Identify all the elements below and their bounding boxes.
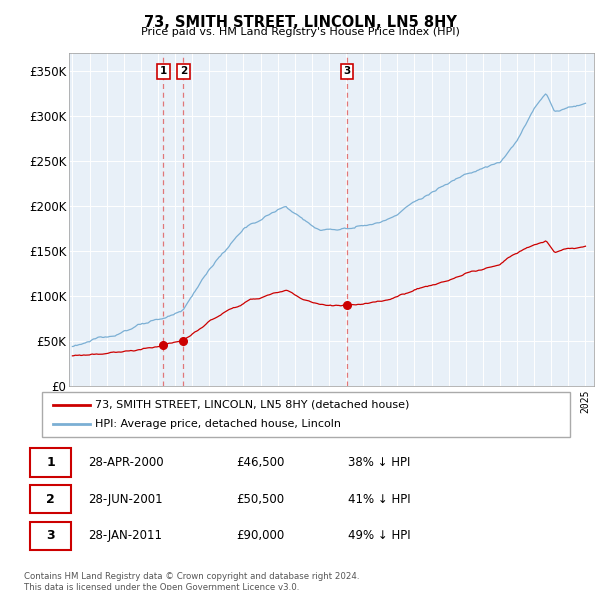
Text: Contains HM Land Registry data © Crown copyright and database right 2024.
This d: Contains HM Land Registry data © Crown c… xyxy=(24,572,359,590)
Text: 49% ↓ HPI: 49% ↓ HPI xyxy=(347,529,410,542)
Text: 1: 1 xyxy=(160,66,167,76)
Text: £90,000: £90,000 xyxy=(236,529,284,542)
Text: 2: 2 xyxy=(180,66,187,76)
Text: £46,500: £46,500 xyxy=(236,456,284,469)
Text: 38% ↓ HPI: 38% ↓ HPI xyxy=(347,456,410,469)
Bar xyxy=(29,522,71,550)
Bar xyxy=(29,485,71,513)
Text: 41% ↓ HPI: 41% ↓ HPI xyxy=(347,493,410,506)
Text: 1: 1 xyxy=(46,456,55,469)
Bar xyxy=(29,448,71,477)
Text: 73, SMITH STREET, LINCOLN, LN5 8HY (detached house): 73, SMITH STREET, LINCOLN, LN5 8HY (deta… xyxy=(95,400,409,409)
Text: 2: 2 xyxy=(46,493,55,506)
Text: 3: 3 xyxy=(46,529,55,542)
Text: 28-JAN-2011: 28-JAN-2011 xyxy=(88,529,162,542)
Text: 3: 3 xyxy=(344,66,351,76)
Text: Price paid vs. HM Land Registry's House Price Index (HPI): Price paid vs. HM Land Registry's House … xyxy=(140,27,460,37)
Text: 28-JUN-2001: 28-JUN-2001 xyxy=(88,493,163,506)
Text: 73, SMITH STREET, LINCOLN, LN5 8HY: 73, SMITH STREET, LINCOLN, LN5 8HY xyxy=(143,15,457,30)
Text: £50,500: £50,500 xyxy=(236,493,284,506)
Text: 28-APR-2000: 28-APR-2000 xyxy=(88,456,164,469)
Text: HPI: Average price, detached house, Lincoln: HPI: Average price, detached house, Linc… xyxy=(95,419,341,429)
